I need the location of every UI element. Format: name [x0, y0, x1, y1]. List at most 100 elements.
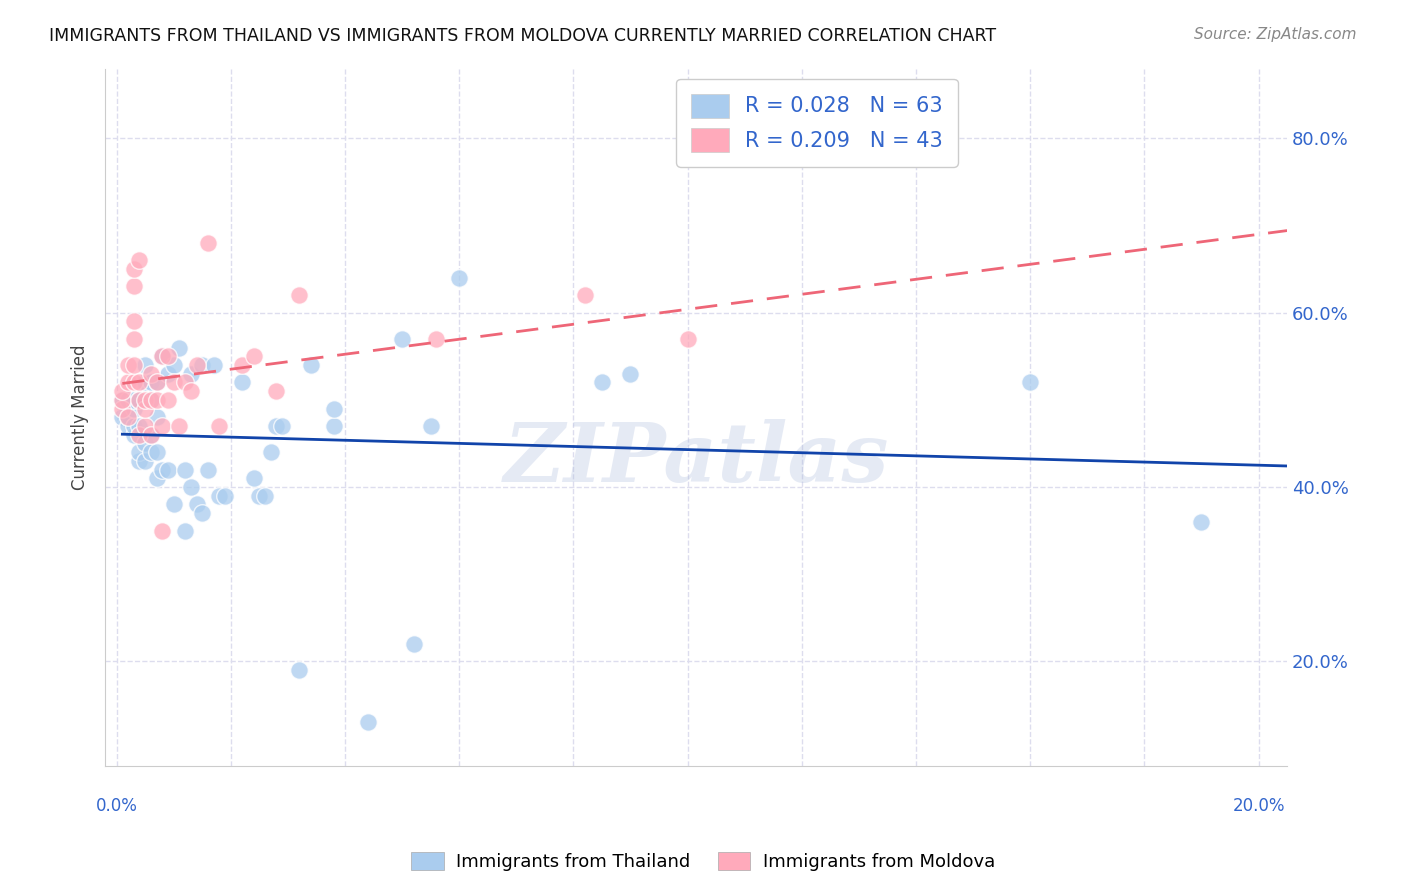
Point [122, 376, 145, 390]
Point [128, 454, 150, 468]
Point [134, 358, 156, 372]
Point [122, 427, 145, 442]
Point [299, 358, 322, 372]
Point [231, 376, 253, 390]
Point [111, 410, 134, 425]
Point [231, 358, 253, 372]
Point [322, 419, 344, 434]
Point [197, 235, 219, 250]
Point [128, 427, 150, 442]
Point [122, 262, 145, 277]
Point [156, 392, 179, 407]
Point [145, 471, 167, 485]
Point [139, 367, 162, 381]
Point [419, 419, 441, 434]
Point [128, 392, 150, 407]
Point [117, 358, 139, 372]
Point [128, 253, 150, 268]
Point [242, 471, 264, 485]
Point [156, 462, 179, 476]
Point [139, 427, 162, 442]
Text: 20.0%: 20.0% [1232, 797, 1285, 814]
Point [145, 376, 167, 390]
Point [150, 349, 173, 363]
Point [163, 376, 186, 390]
Point [122, 401, 145, 416]
Point [591, 376, 613, 390]
Point [186, 498, 208, 512]
Point [111, 392, 134, 407]
Point [139, 392, 162, 407]
Point [1019, 376, 1042, 390]
Point [128, 419, 150, 434]
Point [288, 663, 311, 677]
Point [117, 410, 139, 425]
Point [122, 392, 145, 407]
Point [134, 401, 156, 416]
Point [391, 332, 413, 346]
Text: IMMIGRANTS FROM THAILAND VS IMMIGRANTS FROM MOLDOVA CURRENTLY MARRIED CORRELATIO: IMMIGRANTS FROM THAILAND VS IMMIGRANTS F… [49, 27, 997, 45]
Point [254, 489, 277, 503]
Point [574, 288, 596, 302]
Point [145, 410, 167, 425]
Legend: Immigrants from Thailand, Immigrants from Moldova: Immigrants from Thailand, Immigrants fro… [404, 845, 1002, 879]
Point [169, 419, 191, 434]
Point [134, 392, 156, 407]
Point [180, 384, 202, 398]
Point [134, 454, 156, 468]
Point [145, 376, 167, 390]
Legend: R = 0.028   N = 63, R = 0.209   N = 43: R = 0.028 N = 63, R = 0.209 N = 43 [676, 78, 957, 167]
Point [191, 358, 214, 372]
Point [676, 332, 699, 346]
Point [150, 462, 173, 476]
Point [139, 445, 162, 459]
Point [128, 376, 150, 390]
Point [111, 392, 134, 407]
Text: Source: ZipAtlas.com: Source: ZipAtlas.com [1194, 27, 1357, 42]
Point [117, 376, 139, 390]
Point [156, 367, 179, 381]
Point [202, 358, 225, 372]
Point [163, 358, 186, 372]
Point [180, 367, 202, 381]
Point [180, 480, 202, 494]
Point [619, 367, 641, 381]
Y-axis label: Currently Married: Currently Married [72, 344, 89, 490]
Point [139, 427, 162, 442]
Point [242, 349, 264, 363]
Point [134, 376, 156, 390]
Point [122, 332, 145, 346]
Point [402, 637, 425, 651]
Point [191, 506, 214, 520]
Point [174, 462, 197, 476]
Point [271, 419, 294, 434]
Point [197, 462, 219, 476]
Text: 0.0%: 0.0% [96, 797, 138, 814]
Point [214, 489, 236, 503]
Point [1191, 515, 1213, 529]
Point [186, 358, 208, 372]
Point [128, 392, 150, 407]
Point [139, 376, 162, 390]
Point [117, 410, 139, 425]
Point [134, 419, 156, 434]
Point [260, 445, 283, 459]
Point [208, 419, 231, 434]
Point [134, 436, 156, 450]
Point [139, 392, 162, 407]
Point [449, 270, 471, 285]
Point [357, 715, 380, 730]
Point [122, 279, 145, 293]
Point [111, 401, 134, 416]
Point [208, 489, 231, 503]
Point [174, 524, 197, 538]
Point [247, 489, 270, 503]
Point [150, 524, 173, 538]
Point [145, 445, 167, 459]
Point [128, 445, 150, 459]
Point [150, 419, 173, 434]
Point [288, 288, 311, 302]
Point [122, 358, 145, 372]
Point [111, 384, 134, 398]
Point [163, 498, 186, 512]
